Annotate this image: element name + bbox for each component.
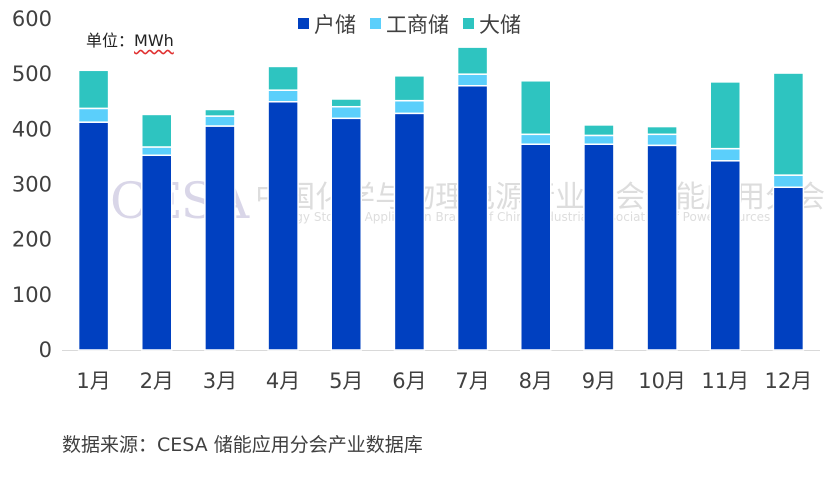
- x-tick-label: 3月: [203, 369, 237, 393]
- bar-segment: [141, 146, 173, 157]
- bar-segment: [141, 113, 173, 148]
- x-tick-label: 10月: [638, 369, 686, 393]
- bar-segment: [583, 143, 615, 351]
- bar-segment: [77, 107, 110, 123]
- bar-segment: [77, 69, 110, 110]
- x-tick-label: 7月: [455, 369, 489, 393]
- x-tick-label: 11月: [701, 369, 749, 393]
- y-tick-label: 300: [12, 173, 52, 197]
- bar-segment: [393, 112, 426, 351]
- legend-swatch: [370, 18, 381, 29]
- bar-segment: [204, 115, 236, 127]
- bar-segment: [520, 80, 552, 136]
- legend-label: 户储: [314, 13, 356, 37]
- bar-segment: [330, 105, 362, 120]
- bar-segment: [583, 124, 615, 137]
- source-note: 数据来源：CESA 储能应用分会产业数据库: [62, 434, 423, 456]
- unit-label: 单位：MWh: [86, 31, 174, 50]
- bar-segment: [330, 117, 362, 351]
- bar-segment: [709, 81, 741, 150]
- x-tick-label: 2月: [140, 369, 174, 393]
- y-tick-label: 400: [12, 117, 52, 141]
- bar-segment: [646, 144, 678, 351]
- legend-label: 工商储: [386, 13, 449, 37]
- x-tick-label: 4月: [266, 369, 300, 393]
- bar-segment: [772, 72, 805, 176]
- bar-segment: [709, 160, 741, 351]
- bar-segment: [520, 143, 552, 351]
- bar-segment: [646, 125, 678, 136]
- x-tick-label: 1月: [76, 369, 110, 393]
- y-tick-label: 200: [12, 228, 52, 252]
- bar-segment: [267, 89, 299, 103]
- bar-segment: [456, 85, 489, 351]
- bar-segment: [772, 174, 805, 189]
- x-tick-label: 5月: [329, 369, 363, 393]
- bar-segment: [709, 147, 741, 162]
- bar-segment: [772, 186, 805, 351]
- bar-segment: [330, 98, 362, 108]
- y-tick-label: 100: [12, 283, 52, 307]
- bar-segment: [204, 125, 236, 351]
- bar-segment: [456, 46, 489, 75]
- y-tick-label: 0: [39, 338, 52, 362]
- legend-swatch: [463, 18, 474, 29]
- x-tick-label: 8月: [519, 369, 553, 393]
- bar-segment: [646, 133, 678, 147]
- x-tick-label: 6月: [392, 369, 426, 393]
- bar-segment: [393, 99, 426, 115]
- bar-segment: [583, 134, 615, 145]
- y-tick-label: 600: [12, 7, 52, 31]
- bar-segment: [520, 133, 552, 145]
- bar-segment: [393, 75, 426, 102]
- bar-segment: [267, 65, 299, 91]
- x-tick-label: 12月: [765, 369, 813, 393]
- y-tick-label: 500: [12, 62, 52, 86]
- legend-swatch: [298, 18, 309, 29]
- legend-label: 大储: [479, 13, 521, 37]
- bar-segment: [456, 73, 489, 87]
- x-tick-label: 9月: [582, 369, 616, 393]
- bar-segment: [77, 121, 110, 351]
- bar-segment: [141, 154, 173, 351]
- bar-segment: [267, 101, 299, 351]
- bar-segment: [204, 108, 236, 117]
